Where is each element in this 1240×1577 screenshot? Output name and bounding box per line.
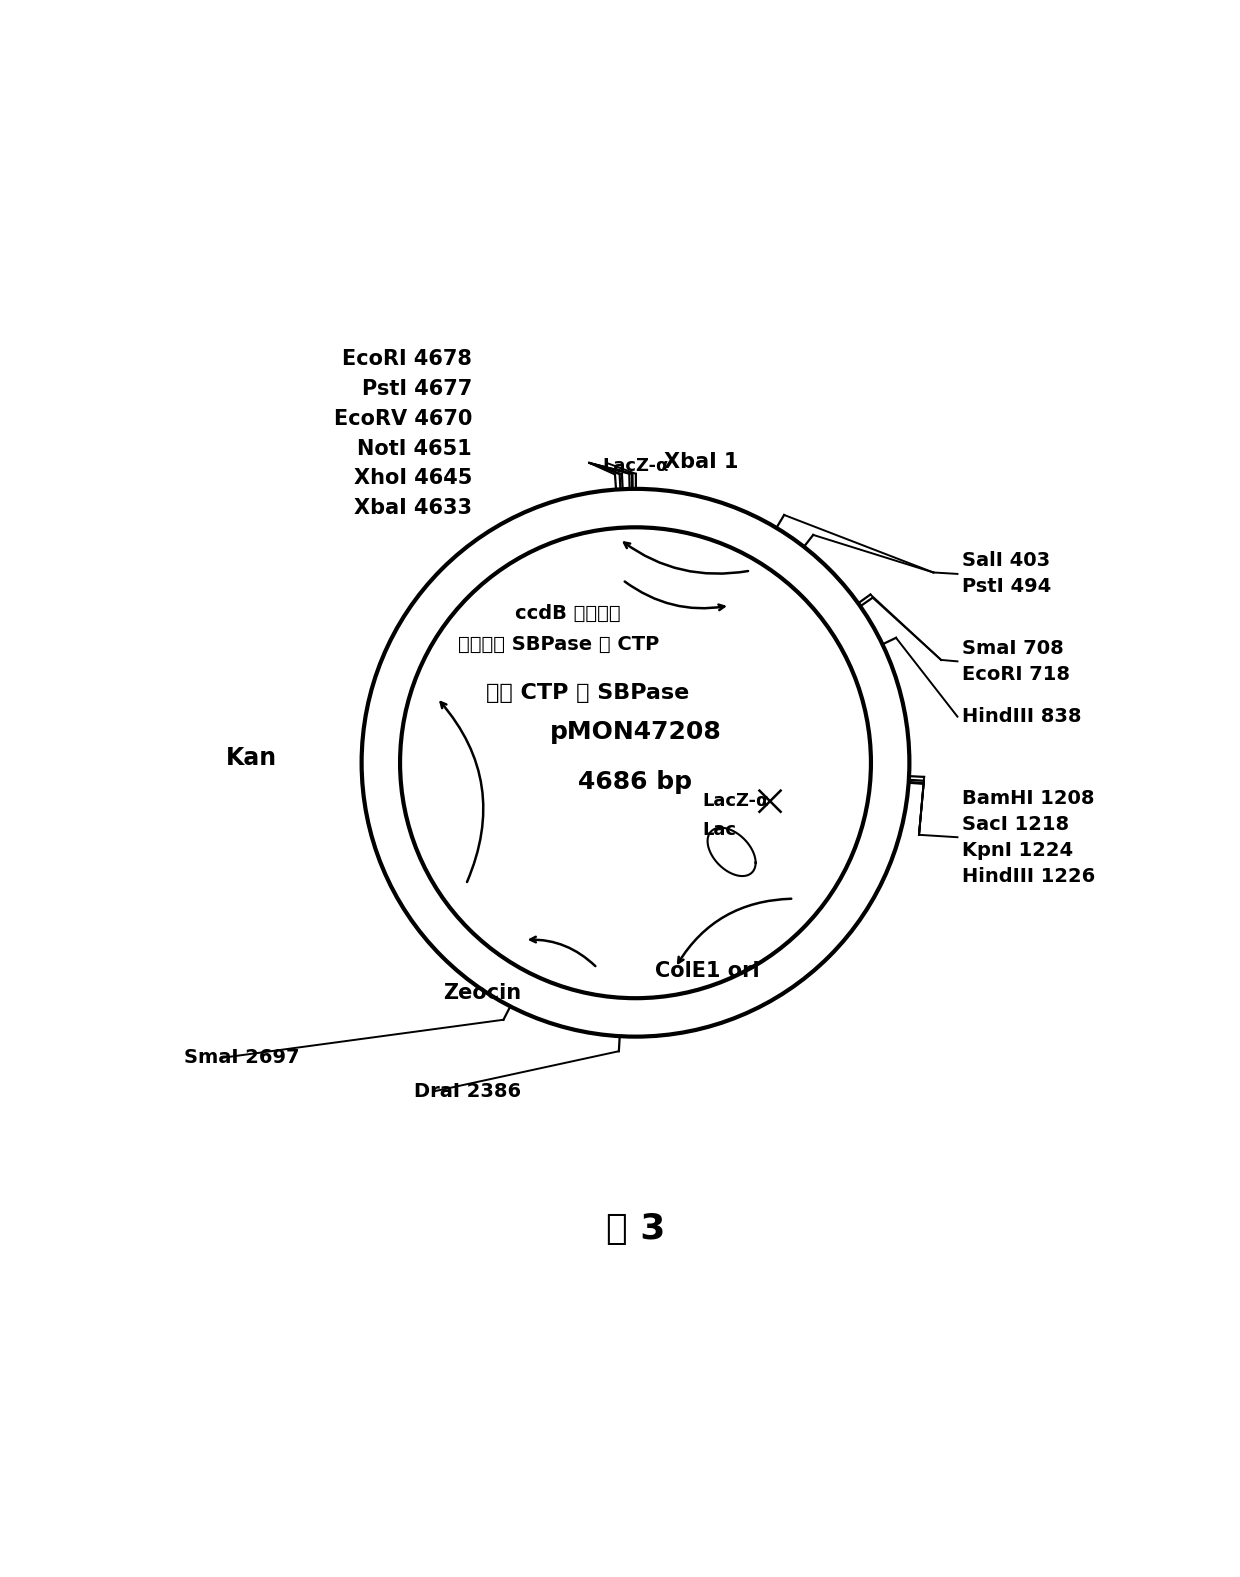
Text: EcoRV 4670: EcoRV 4670 <box>334 408 472 429</box>
Text: 不含 CTP 的 SBPase: 不含 CTP 的 SBPase <box>486 683 689 703</box>
Text: XhoI 4645: XhoI 4645 <box>353 468 472 489</box>
Text: ColE1 ori: ColE1 ori <box>655 962 759 981</box>
Text: XbaI 4633: XbaI 4633 <box>355 498 472 519</box>
Text: NotI 4651: NotI 4651 <box>357 438 472 459</box>
Text: SalI 403: SalI 403 <box>962 552 1050 571</box>
Text: LacZ-α: LacZ-α <box>603 457 668 475</box>
Text: XbaI 1: XbaI 1 <box>665 453 739 472</box>
Text: EcoRI 718: EcoRI 718 <box>962 665 1070 684</box>
Text: PstI 4677: PstI 4677 <box>362 378 472 399</box>
Text: 4686 bp: 4686 bp <box>579 770 692 793</box>
Text: HindIII 1226: HindIII 1226 <box>962 867 1095 886</box>
Text: SmaI 2697: SmaI 2697 <box>184 1049 299 1068</box>
Text: 来自小麦 SBPase 的 CTP: 来自小麦 SBPase 的 CTP <box>458 636 660 654</box>
Text: SacI 1218: SacI 1218 <box>962 815 1069 834</box>
Text: HindIII 838: HindIII 838 <box>962 706 1081 725</box>
Text: Zeocin: Zeocin <box>443 984 521 1003</box>
Text: KpnI 1224: KpnI 1224 <box>962 841 1074 859</box>
Text: BamHI 1208: BamHI 1208 <box>962 788 1095 807</box>
Text: Kan: Kan <box>226 746 277 770</box>
Text: PstI 494: PstI 494 <box>962 577 1052 596</box>
Text: Lac: Lac <box>703 822 737 839</box>
Text: SmaI 708: SmaI 708 <box>962 639 1064 658</box>
Text: DraI 2386: DraI 2386 <box>414 1082 522 1101</box>
Text: 图 3: 图 3 <box>606 1211 665 1246</box>
Text: ccdB 致死因子: ccdB 致死因子 <box>516 604 621 623</box>
Text: EcoRI 4678: EcoRI 4678 <box>342 349 472 369</box>
Text: LacZ-α: LacZ-α <box>703 792 769 811</box>
Text: pMON47208: pMON47208 <box>549 721 722 744</box>
